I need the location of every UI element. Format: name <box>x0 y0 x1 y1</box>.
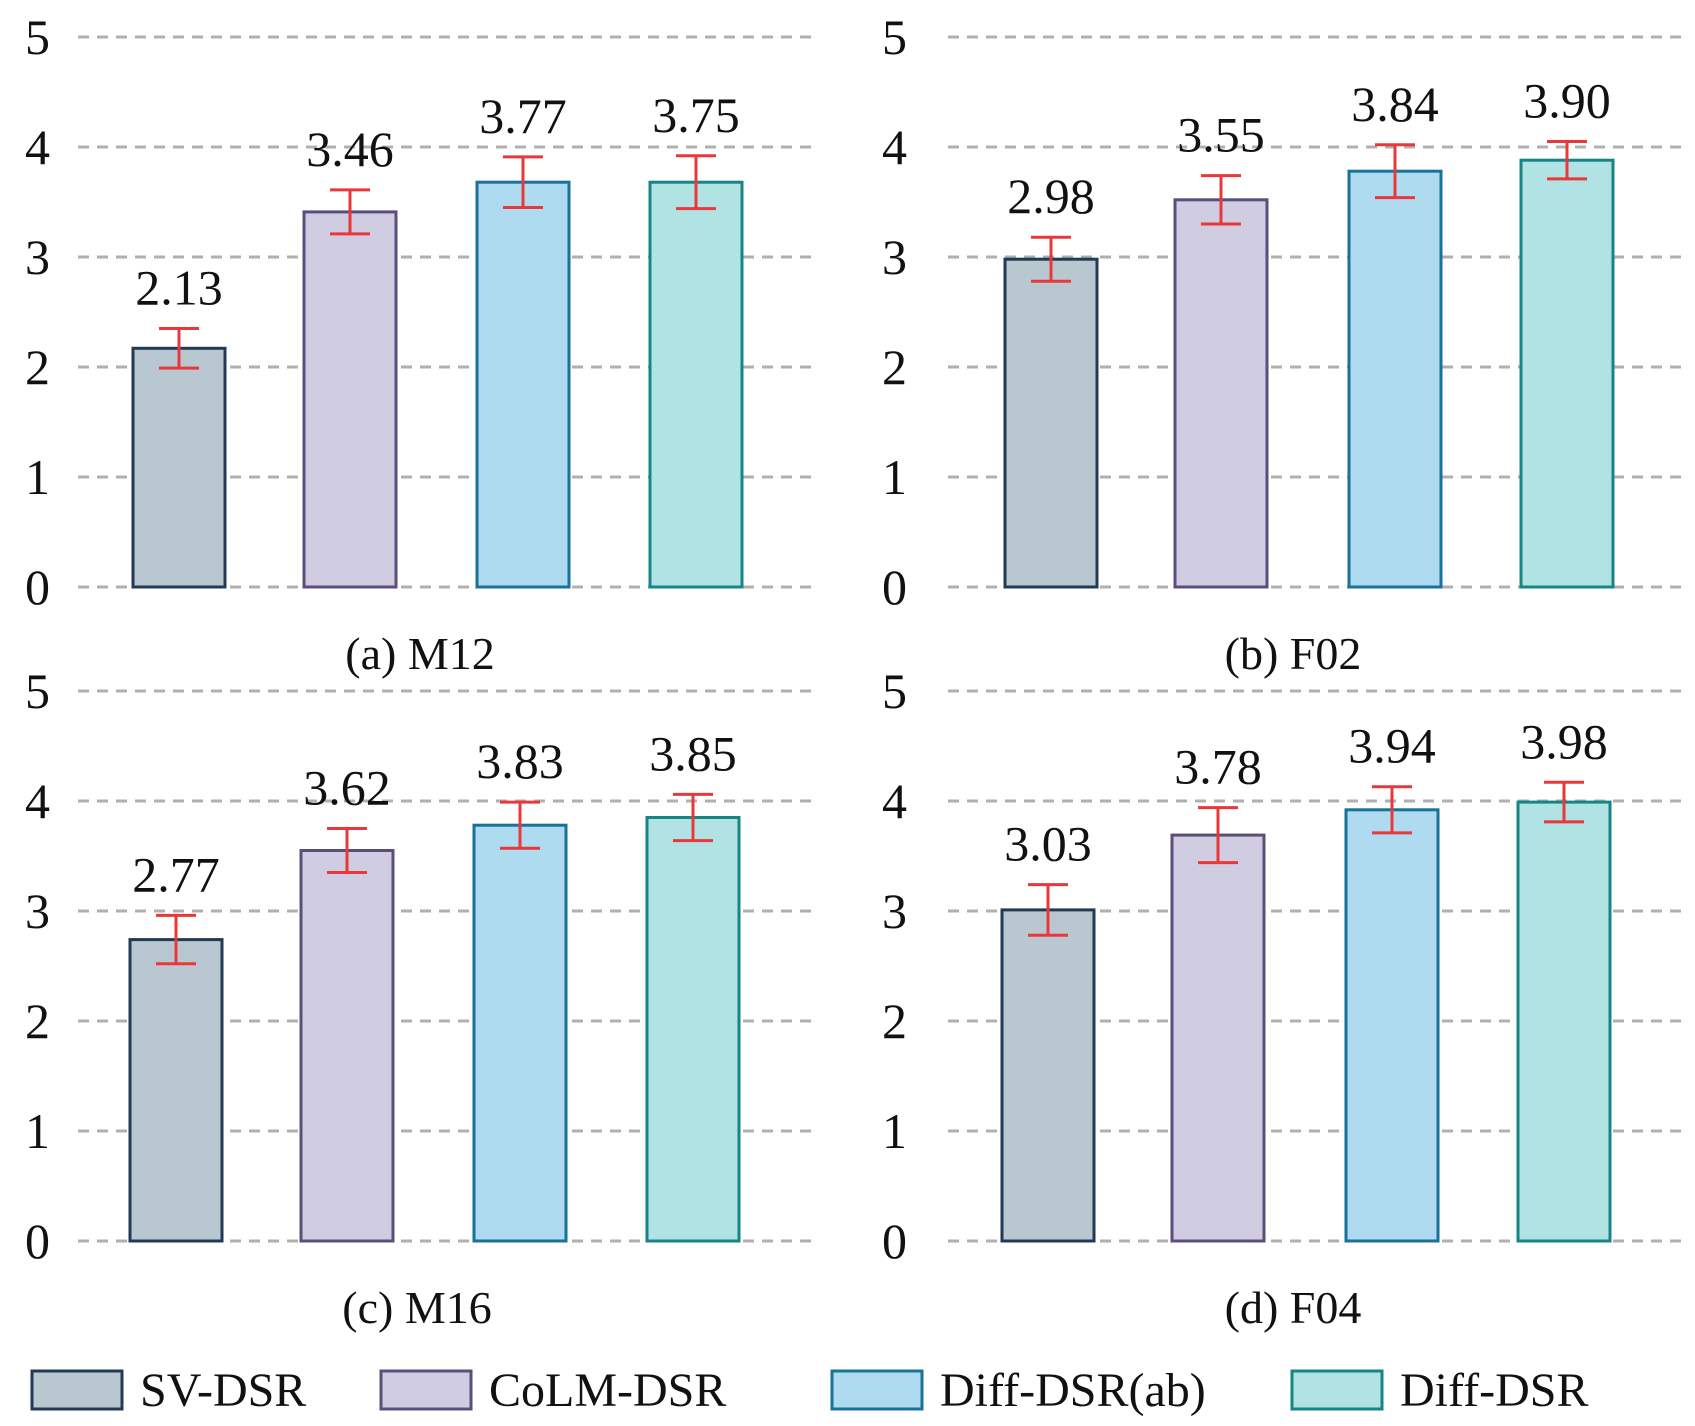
y-tick-label: 4 <box>882 119 907 175</box>
bar-diff-dsr <box>645 816 741 1243</box>
error-bar <box>330 188 370 236</box>
bar-value-label: 3.75 <box>652 87 740 143</box>
y-tick-label: 0 <box>882 559 907 615</box>
legend-label: Diff-DSR <box>1400 1364 1588 1417</box>
y-tick-label: 2 <box>25 339 50 395</box>
legend-item: CoLM-DSR <box>379 1364 726 1417</box>
y-tick-label: 1 <box>882 1103 907 1159</box>
bar-value-label: 3.90 <box>1523 73 1611 129</box>
error-bar <box>1198 806 1238 865</box>
panel-caption: (c) M16 <box>342 1282 491 1333</box>
error-bar <box>327 827 367 874</box>
bar-value-label: 2.98 <box>1007 168 1095 224</box>
error-bar <box>676 154 716 211</box>
y-tick-label: 0 <box>25 559 50 615</box>
bar-value-label: 3.77 <box>479 88 567 144</box>
y-tick-label: 5 <box>882 663 907 719</box>
bar-value-label: 3.46 <box>306 121 394 177</box>
bar-sv-dsr <box>131 346 227 589</box>
bar-value-label: 3.94 <box>1348 718 1436 774</box>
bar-sv-dsr <box>128 938 224 1243</box>
y-tick-label: 4 <box>882 773 907 829</box>
y-tick-label: 3 <box>25 229 50 285</box>
panel-caption: (a) M12 <box>345 628 494 679</box>
bar-diff-dsr <box>1519 158 1615 589</box>
legend-item: Diff-DSR(ab) <box>830 1364 1206 1417</box>
error-bar <box>156 913 196 966</box>
bar-diff-dsr <box>648 180 744 589</box>
legend-label: SV-DSR <box>140 1364 306 1417</box>
y-tick-label: 5 <box>25 663 50 719</box>
y-tick-label: 2 <box>882 993 907 1049</box>
y-tick-label: 3 <box>882 229 907 285</box>
bar-sv-dsr <box>1000 908 1096 1243</box>
panel-caption: (b) F02 <box>1225 628 1362 679</box>
error-bar <box>1201 174 1241 226</box>
y-tick-label: 5 <box>25 9 50 65</box>
panel-caption: (d) F04 <box>1225 1282 1362 1333</box>
error-bar <box>159 327 199 370</box>
y-tick-label: 5 <box>882 9 907 65</box>
legend-swatch <box>1290 1369 1384 1411</box>
y-tick-label: 0 <box>25 1213 50 1269</box>
bar-value-label: 3.78 <box>1174 739 1262 795</box>
legend-swatch <box>830 1369 924 1411</box>
bar-value-label: 3.03 <box>1004 816 1092 872</box>
chart-panel-4: 0 1 2 3 4 5 3.03 3.78 3.94 3.98 (d) F04 <box>882 663 1685 1333</box>
bar-value-label: 2.77 <box>132 846 220 902</box>
bar-colm-dsr <box>302 210 398 589</box>
y-tick-label: 0 <box>882 1213 907 1269</box>
bar-value-label: 3.84 <box>1351 76 1439 132</box>
error-bar <box>1544 780 1584 824</box>
legend-swatch <box>30 1369 124 1411</box>
legend-item: Diff-DSR <box>1290 1364 1588 1417</box>
y-tick-label: 3 <box>25 883 50 939</box>
error-bar <box>1031 235 1071 283</box>
legend-label: CoLM-DSR <box>489 1364 726 1417</box>
y-tick-label: 2 <box>882 339 907 395</box>
bar-diff-dsr-ab- <box>1344 808 1440 1243</box>
bar-value-label: 3.98 <box>1520 713 1608 769</box>
bar-value-label: 3.85 <box>649 725 737 781</box>
bar-diff-dsr-ab- <box>472 823 568 1243</box>
bar-diff-dsr-ab- <box>1347 169 1443 589</box>
bar-value-label: 3.83 <box>476 733 564 789</box>
bar-diff-dsr <box>1516 800 1612 1243</box>
chart-panel-1: 0 1 2 3 4 5 2.13 3.46 3.77 3.75 (a) M12 <box>25 9 815 679</box>
bar-colm-dsr <box>1170 833 1266 1243</box>
y-tick-label: 4 <box>25 773 50 829</box>
y-tick-label: 3 <box>882 883 907 939</box>
bar-diff-dsr-ab- <box>475 180 571 589</box>
y-tick-label: 1 <box>25 1103 50 1159</box>
bar-value-label: 3.62 <box>303 760 391 816</box>
bar-colm-dsr <box>299 849 395 1243</box>
chart-panel-3: 0 1 2 3 4 5 2.77 3.62 3.83 3.85 (c) M16 <box>25 663 815 1333</box>
chart-panel-2: 0 1 2 3 4 5 2.98 3.55 3.84 3.90 (b) F02 <box>882 9 1685 679</box>
bar-value-label: 3.55 <box>1177 107 1265 163</box>
error-bar <box>503 155 543 209</box>
legend-swatch <box>379 1369 473 1411</box>
legend-item: SV-DSR <box>30 1364 306 1417</box>
error-bar <box>1372 785 1412 835</box>
y-tick-label: 1 <box>882 449 907 505</box>
error-bar <box>1375 143 1415 200</box>
legend: SV-DSR CoLM-DSR Diff-DSR(ab) Diff-DSR <box>30 1364 1588 1417</box>
y-tick-label: 2 <box>25 993 50 1049</box>
error-bar <box>1028 883 1068 937</box>
y-tick-label: 4 <box>25 119 50 175</box>
bar-value-label: 2.13 <box>135 260 223 316</box>
error-bar <box>1547 140 1587 181</box>
y-tick-label: 1 <box>25 449 50 505</box>
error-bar <box>500 800 540 850</box>
error-bar <box>673 792 713 843</box>
bar-colm-dsr <box>1173 198 1269 589</box>
legend-label: Diff-DSR(ab) <box>940 1364 1206 1417</box>
bar-sv-dsr <box>1003 257 1099 589</box>
